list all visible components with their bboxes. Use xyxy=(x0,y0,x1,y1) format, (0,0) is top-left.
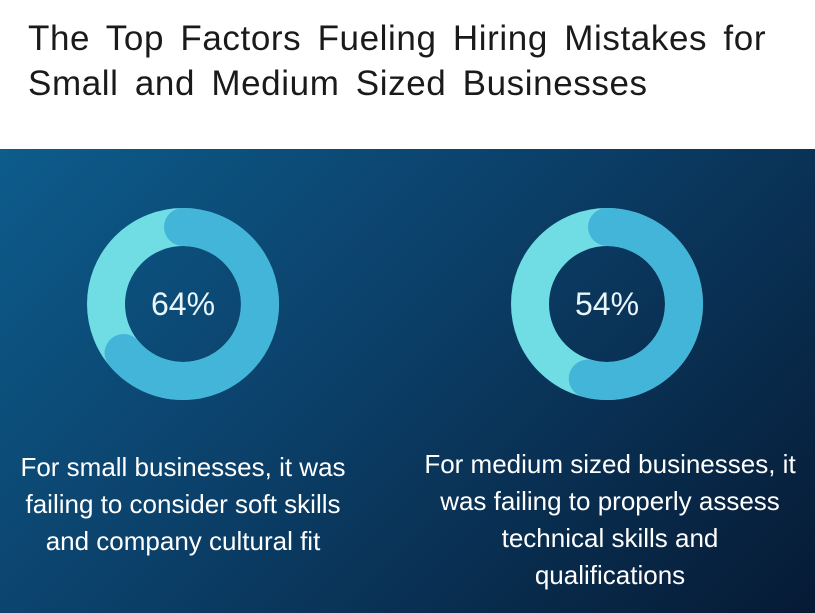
donut-value-slice xyxy=(511,208,703,400)
donut-center-label: 64% xyxy=(151,286,215,322)
donut-svg-small-businesses: 64% xyxy=(87,208,279,400)
caption-medium-businesses: For medium sized businesses, it was fail… xyxy=(424,449,796,590)
caption-small-businesses: For small businesses, it was failing to … xyxy=(20,452,346,556)
donut-svg-medium-businesses: 54% xyxy=(511,208,703,400)
donut-chart-medium-businesses: 54% xyxy=(510,207,704,401)
donut-center-label: 54% xyxy=(575,286,639,322)
chart-title: The Top Factors Fueling Hiring Mistakes … xyxy=(28,19,767,103)
donut-value-slice xyxy=(87,208,279,400)
donut-chart-small-businesses: 64% xyxy=(86,207,280,401)
